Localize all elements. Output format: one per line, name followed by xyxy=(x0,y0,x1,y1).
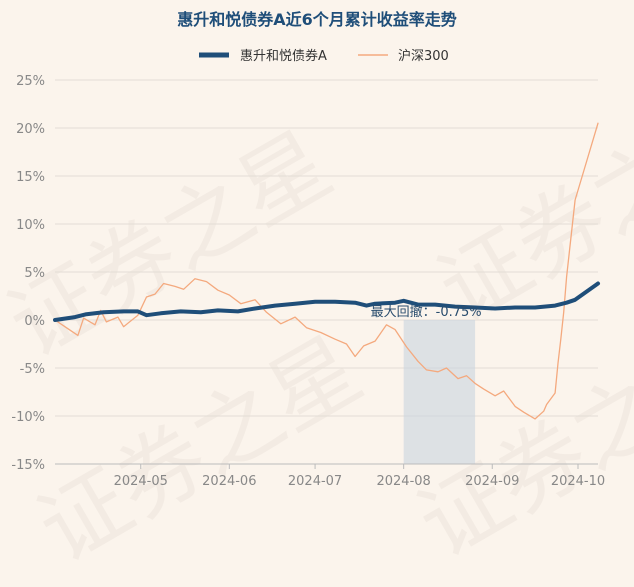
y-tick-label: 10% xyxy=(16,218,45,233)
max-drawdown-label: 最大回撤：-0.75% xyxy=(371,304,482,320)
annotation: 最大回撤：-0.75% xyxy=(371,304,482,320)
series-line-index[interactable] xyxy=(54,122,599,420)
legend[interactable]: 惠升和悦债券A 沪深300 xyxy=(199,48,449,64)
y-tick-label: 15% xyxy=(16,170,45,185)
series-line-fund[interactable] xyxy=(53,281,600,322)
y-tick-label: 5% xyxy=(24,266,45,281)
x-tick-label: 2024-07 xyxy=(288,474,342,489)
x-axis: 2024-05 2024-06 2024-07 2024-08 2024-09 2024-… xyxy=(55,463,605,489)
x-tick-label: 2024-08 xyxy=(376,474,430,489)
x-tick-label: 2024-10 xyxy=(551,474,605,489)
chart-title: 惠升和悦债券A近6个月累计收益率走势 xyxy=(177,10,457,29)
line-chart: 25%20%15%10%5%0%-5%-10%-15% 2024-05 2024-… xyxy=(11,10,605,489)
y-axis-ticks: 25% 20% 15% 10% 5% 0% -5% -10% -15% xyxy=(11,74,45,473)
y-tick-label: -5% xyxy=(20,362,45,377)
x-tick-label: 2024-06 xyxy=(202,474,256,489)
x-tick-label: 2024-09 xyxy=(465,474,519,489)
legend-label-index: 沪深300 xyxy=(398,48,449,64)
chart-container: 证券之星 证券之星 证券之星 证券之星 25% 20% 15% 10% 5% 0% -5% -… xyxy=(11,10,606,489)
y-tick-label: 25% xyxy=(16,74,45,89)
series-lines xyxy=(53,122,600,420)
y-tick-label: -15% xyxy=(11,458,45,473)
legend-label-fund: 惠升和悦债券A xyxy=(240,48,327,64)
drawdown-region xyxy=(403,320,476,464)
y-tick-label: -10% xyxy=(11,410,45,425)
y-tick-label: 20% xyxy=(16,122,45,137)
grid-lines xyxy=(55,79,598,465)
drawdown-shading xyxy=(403,320,476,464)
y-tick-label: 0% xyxy=(24,314,45,329)
x-tick-label: 2024-05 xyxy=(114,474,168,489)
